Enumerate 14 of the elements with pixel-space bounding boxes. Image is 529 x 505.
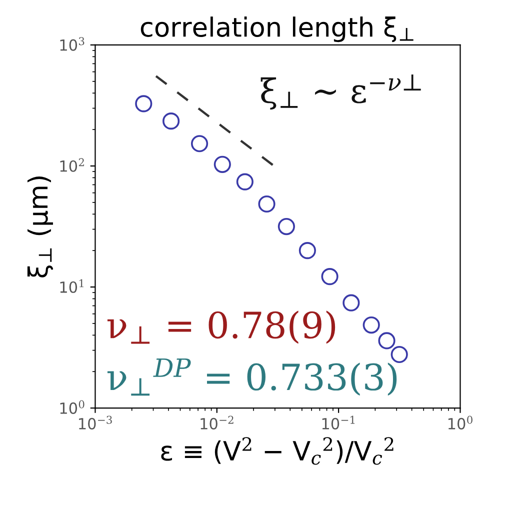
x-tick-label: 10$^{−3}$ — [79, 416, 112, 430]
y-tick-label: 10$^{2}$ — [60, 158, 84, 172]
x-tick-label: 10$^{−2}$ — [200, 416, 234, 430]
annotation: ξ$_{⊥}$ ∼ ε$^{−ν⊥}$ — [260, 74, 421, 110]
annotation: ν$_{⊥}$$^{DP}$ = 0.733(3) — [107, 358, 397, 396]
annotation: ν$_{⊥}$ = 0.78(9) — [107, 310, 336, 344]
y-tick-label: 10$^{0}$ — [60, 400, 84, 414]
x-axis-title: ε ≡ (V$^{2}$ − V$_{c}$$^{2}$)/V$_{c}$$^{2}$ — [161, 437, 394, 465]
chart-title: correlation length ξ$_{⊥}$ — [140, 16, 414, 42]
y-tick-label: 10$^{1}$ — [60, 279, 84, 293]
y-tick-label: 10$^{3}$ — [60, 37, 84, 51]
x-tick-label: 10$^{0}$ — [448, 416, 472, 430]
y-axis-title: ξ$_{⊥}$ (μm) — [27, 176, 54, 278]
x-tick-label: 10$^{−1}$ — [322, 416, 355, 430]
